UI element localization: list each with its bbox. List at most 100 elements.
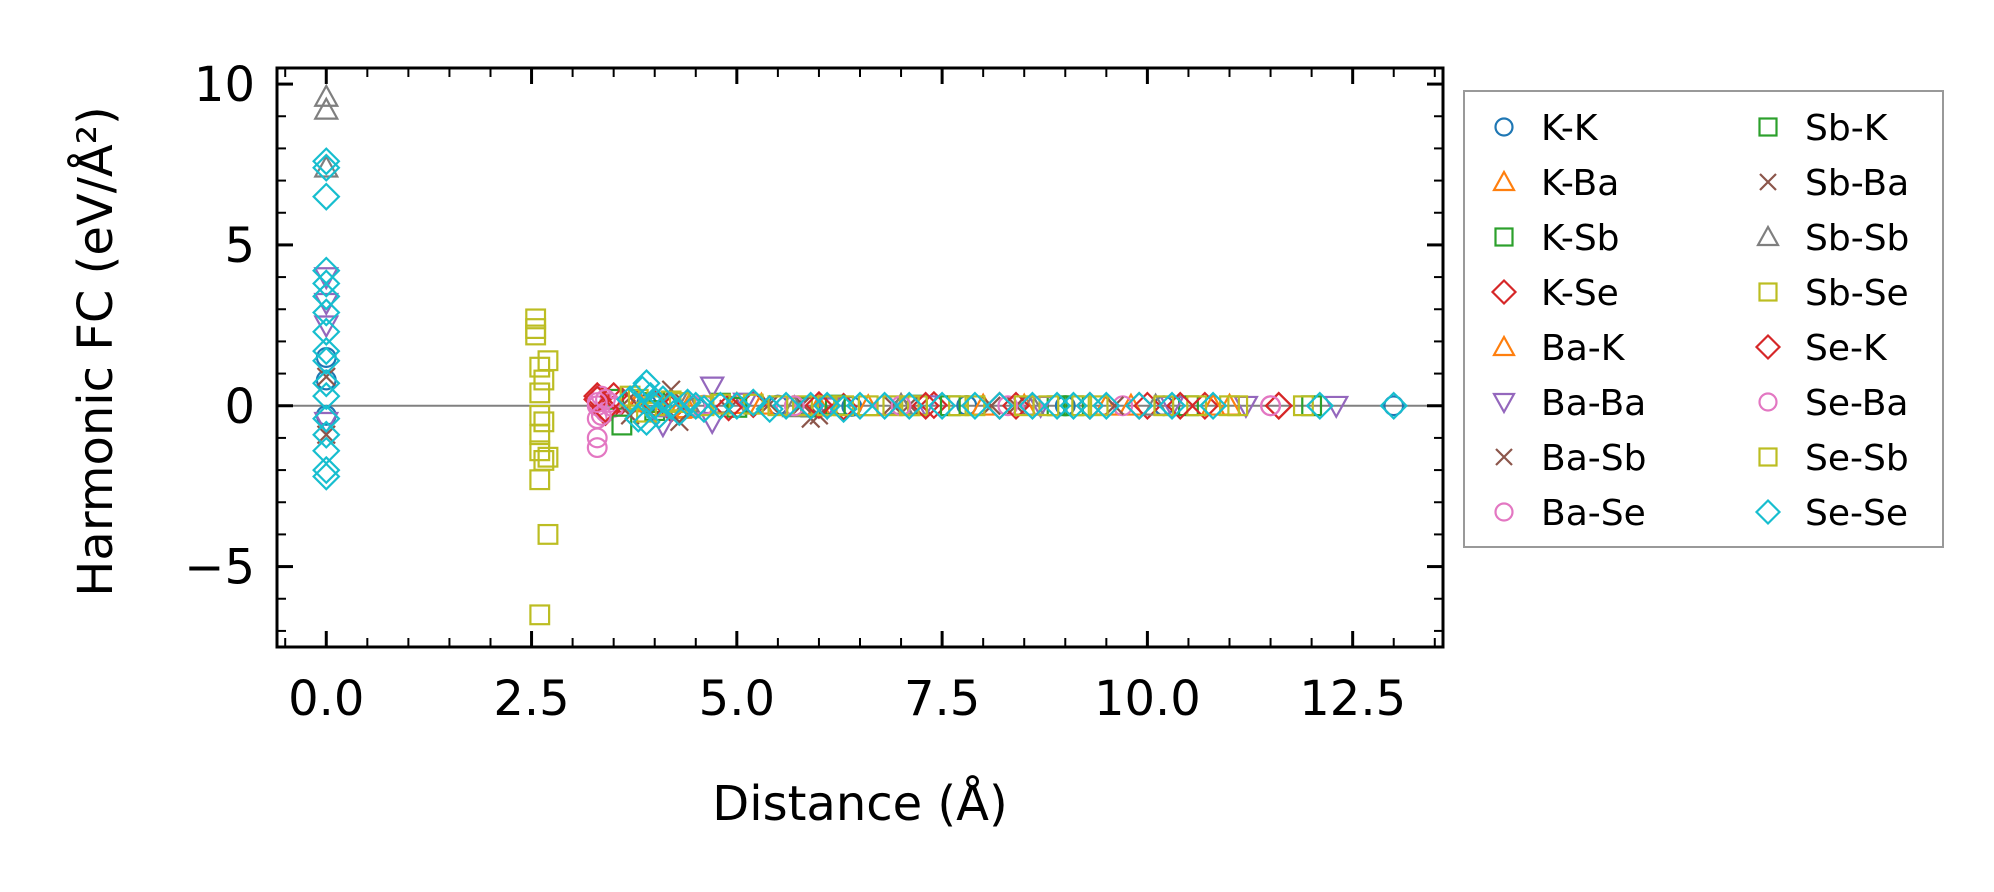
x-axis-label: Distance (Å): [712, 775, 1007, 832]
data-point: [1153, 395, 1175, 417]
data-point: [1190, 391, 1220, 420]
legend-marker: [1494, 117, 1514, 137]
legend-label: Ba-Se: [1541, 493, 1646, 534]
data-point: [964, 395, 986, 417]
data-point: [681, 391, 710, 420]
data-point: [533, 449, 555, 471]
legend-item: Sb-Sb: [1756, 218, 1909, 259]
data-point: [1379, 391, 1408, 420]
x-tick-label: 5.0: [699, 671, 775, 727]
data-point: [529, 404, 551, 426]
data-point: [1018, 391, 1047, 420]
legend-label: Ba-Sb: [1541, 438, 1646, 479]
data-point: [1092, 391, 1121, 420]
data-point: [1157, 391, 1187, 420]
data-point: [898, 395, 920, 417]
data-point: [882, 395, 904, 417]
data-point: [895, 391, 924, 420]
data-point: [595, 388, 616, 410]
data-point: [829, 394, 858, 424]
legend-item: Sb-K: [1758, 108, 1889, 149]
data-point: [1198, 391, 1228, 420]
y-tick-label: 10: [194, 57, 255, 113]
data-point: [857, 395, 879, 417]
data-points: [312, 83, 1408, 626]
data-point: [960, 391, 990, 420]
legend-label: Ba-Ba: [1541, 383, 1646, 424]
data-point: [312, 336, 341, 366]
legend-marker: [1492, 392, 1516, 415]
legend-marker: [1495, 448, 1513, 466]
y-tick-label: 0: [224, 379, 255, 435]
data-point: [760, 394, 780, 414]
legend-marker: [1494, 502, 1514, 522]
data-point: [1104, 396, 1125, 416]
legend-marker: [1759, 173, 1777, 191]
x-tick-label: 2.5: [493, 671, 569, 727]
legend-label: K-Se: [1541, 273, 1619, 314]
legend-label: K-K: [1541, 108, 1599, 149]
data-point: [1219, 395, 1240, 417]
data-point: [739, 388, 768, 417]
data-point: [699, 376, 726, 400]
legend-marker: [1754, 498, 1782, 526]
legend-label: Se-K: [1805, 328, 1888, 369]
legend-item: Ba-Sb: [1495, 438, 1646, 479]
data-point: [870, 391, 899, 420]
data-point: [312, 282, 341, 311]
data-point: [1186, 395, 1208, 417]
data-point: [529, 356, 551, 378]
data-point: [981, 396, 1001, 416]
legend-marker: [1756, 224, 1780, 247]
y-tick-label: 5: [224, 218, 255, 274]
y-tick-label: −5: [184, 540, 255, 596]
data-point: [656, 391, 686, 420]
legend-marker: [1492, 334, 1516, 357]
data-point: [586, 427, 608, 449]
data-point: [1323, 395, 1350, 420]
data-point: [313, 154, 340, 178]
data-point: [312, 147, 341, 176]
data-point: [312, 436, 341, 465]
legend-item: Ba-K: [1492, 328, 1626, 369]
legend-item: Sb-Se: [1758, 273, 1909, 314]
legend-item: K-K: [1494, 108, 1599, 149]
data-point: [312, 404, 341, 433]
data-point: [783, 395, 805, 417]
data-point: [590, 404, 612, 426]
data-point: [312, 420, 341, 449]
data-point: [599, 381, 628, 411]
data-point: [804, 390, 834, 420]
data-point: [313, 411, 340, 436]
data-point: [1087, 395, 1109, 417]
legend-label: Ba-K: [1541, 328, 1626, 369]
data-point: [689, 394, 719, 424]
data-point: [919, 390, 949, 420]
data-point: [668, 392, 690, 413]
data-point: [1133, 391, 1162, 420]
data-point: [312, 346, 341, 375]
legend-item: K-Se: [1490, 273, 1619, 314]
data-point: [312, 153, 341, 182]
data-point: [1264, 391, 1293, 420]
data-point: [529, 604, 551, 626]
data-point: [997, 395, 1019, 417]
legend-label: Sb-Ba: [1805, 163, 1909, 204]
legend-item: Se-Sb: [1758, 438, 1909, 479]
legend-marker: [1758, 392, 1778, 412]
legend-marker: [1492, 169, 1516, 192]
data-point: [313, 96, 340, 120]
data-point: [1166, 391, 1195, 420]
legend-item: Se-K: [1754, 328, 1888, 369]
legend-item: Se-Ba: [1758, 383, 1908, 424]
series-ba-ba: [313, 267, 1350, 439]
legend-marker: [1754, 333, 1782, 361]
legend-item: Sb-Ba: [1759, 163, 1909, 204]
data-point: [312, 298, 341, 327]
legend-label: K-Sb: [1541, 218, 1620, 259]
legend-label: Sb-Se: [1805, 273, 1909, 314]
data-point: [529, 469, 551, 491]
data-point: [529, 424, 551, 446]
data-point: [312, 317, 341, 346]
legend-item: Ba-Ba: [1492, 383, 1646, 424]
